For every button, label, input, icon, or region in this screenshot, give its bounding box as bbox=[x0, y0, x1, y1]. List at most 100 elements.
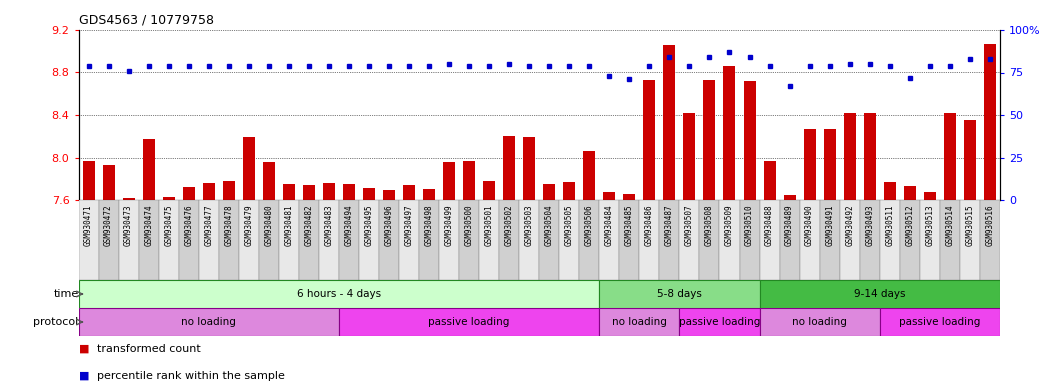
Text: GSM930505: GSM930505 bbox=[564, 204, 574, 246]
Bar bbox=[759, 308, 879, 336]
Text: GSM930503: GSM930503 bbox=[525, 204, 534, 246]
Bar bbox=[984, 44, 996, 200]
Bar bbox=[599, 308, 680, 336]
Bar bbox=[423, 189, 436, 200]
Text: GSM930480: GSM930480 bbox=[264, 204, 273, 246]
Text: GSM930514: GSM930514 bbox=[945, 204, 954, 246]
Bar bbox=[919, 200, 940, 280]
Bar bbox=[303, 185, 315, 200]
Bar bbox=[804, 129, 816, 200]
Text: GSM930506: GSM930506 bbox=[585, 204, 594, 246]
Bar bbox=[499, 200, 519, 280]
Bar bbox=[759, 280, 1000, 308]
Bar bbox=[298, 200, 319, 280]
Text: GSM930474: GSM930474 bbox=[144, 204, 153, 246]
Bar bbox=[179, 200, 199, 280]
Bar bbox=[599, 280, 759, 308]
Text: GSM930496: GSM930496 bbox=[384, 204, 394, 246]
Bar bbox=[879, 308, 1000, 336]
Bar bbox=[599, 200, 620, 280]
Text: GSM930512: GSM930512 bbox=[906, 204, 914, 246]
Bar bbox=[480, 200, 499, 280]
Text: 6 hours - 4 days: 6 hours - 4 days bbox=[297, 289, 381, 299]
Text: ■: ■ bbox=[79, 344, 89, 354]
Bar bbox=[359, 200, 379, 280]
Bar bbox=[840, 200, 860, 280]
Bar bbox=[524, 137, 535, 200]
Bar bbox=[219, 200, 239, 280]
Bar bbox=[239, 200, 259, 280]
Bar bbox=[960, 200, 980, 280]
Bar bbox=[138, 200, 159, 280]
Bar bbox=[763, 161, 776, 200]
Bar bbox=[719, 200, 739, 280]
Text: GSM930508: GSM930508 bbox=[705, 204, 714, 246]
Bar bbox=[519, 200, 539, 280]
Bar bbox=[680, 308, 759, 336]
Bar bbox=[844, 113, 855, 200]
Text: GSM930479: GSM930479 bbox=[244, 204, 253, 246]
Bar bbox=[800, 200, 820, 280]
Bar bbox=[940, 200, 960, 280]
Text: GSM930476: GSM930476 bbox=[184, 204, 194, 246]
Text: GSM930493: GSM930493 bbox=[865, 204, 874, 246]
Bar bbox=[459, 200, 480, 280]
Bar bbox=[539, 200, 559, 280]
Bar bbox=[363, 188, 375, 200]
Bar bbox=[884, 182, 896, 200]
Bar bbox=[864, 113, 875, 200]
Text: GSM930471: GSM930471 bbox=[84, 204, 93, 246]
Text: passive loading: passive loading bbox=[428, 317, 510, 327]
Text: GSM930486: GSM930486 bbox=[645, 204, 654, 246]
Text: 5-8 days: 5-8 days bbox=[656, 289, 701, 299]
Text: no loading: no loading bbox=[181, 317, 237, 327]
Bar bbox=[699, 200, 719, 280]
Bar bbox=[623, 194, 636, 200]
Bar bbox=[640, 200, 660, 280]
Bar bbox=[739, 200, 759, 280]
Bar bbox=[579, 200, 599, 280]
Text: ■: ■ bbox=[79, 371, 89, 381]
Bar bbox=[98, 200, 118, 280]
Bar bbox=[379, 200, 399, 280]
Text: GSM930482: GSM930482 bbox=[305, 204, 313, 246]
Bar bbox=[559, 200, 579, 280]
Bar bbox=[543, 184, 555, 200]
Bar bbox=[483, 181, 495, 200]
Text: GSM930501: GSM930501 bbox=[485, 204, 493, 246]
Text: GSM930504: GSM930504 bbox=[544, 204, 554, 246]
Bar bbox=[643, 80, 655, 200]
Bar bbox=[83, 161, 94, 200]
Text: GSM930492: GSM930492 bbox=[845, 204, 854, 246]
Bar bbox=[383, 190, 395, 200]
Bar bbox=[980, 200, 1000, 280]
Bar bbox=[824, 129, 836, 200]
Text: protocol: protocol bbox=[34, 317, 79, 327]
Bar bbox=[203, 183, 215, 200]
Bar bbox=[182, 187, 195, 200]
Text: passive loading: passive loading bbox=[678, 317, 760, 327]
Bar bbox=[684, 113, 695, 200]
Text: GSM930473: GSM930473 bbox=[125, 204, 133, 246]
Bar bbox=[504, 136, 515, 200]
Text: GSM930481: GSM930481 bbox=[285, 204, 293, 246]
Text: time: time bbox=[53, 289, 79, 299]
Bar bbox=[283, 184, 295, 200]
Bar bbox=[322, 183, 335, 200]
Bar bbox=[443, 162, 455, 200]
Text: no loading: no loading bbox=[611, 317, 667, 327]
Text: GSM930484: GSM930484 bbox=[605, 204, 614, 246]
Bar bbox=[439, 200, 459, 280]
Bar bbox=[223, 181, 235, 200]
Bar bbox=[463, 161, 475, 200]
Text: GSM930490: GSM930490 bbox=[805, 204, 815, 246]
Text: GSM930497: GSM930497 bbox=[404, 204, 414, 246]
Text: GSM930507: GSM930507 bbox=[685, 204, 694, 246]
Bar bbox=[923, 192, 936, 200]
Bar bbox=[118, 200, 138, 280]
Bar bbox=[259, 200, 279, 280]
Bar bbox=[162, 197, 175, 200]
Text: 9-14 days: 9-14 days bbox=[854, 289, 906, 299]
Bar bbox=[142, 139, 155, 200]
Bar bbox=[419, 200, 439, 280]
